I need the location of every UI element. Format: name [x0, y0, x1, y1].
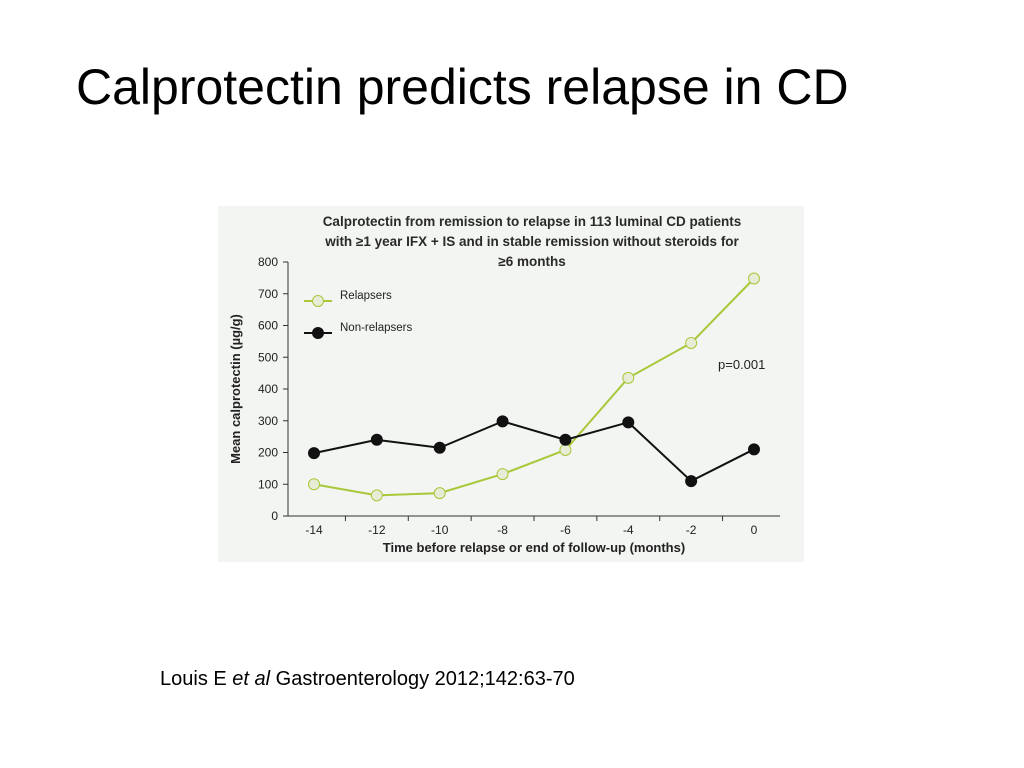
x-tick-label: -12 — [368, 523, 386, 537]
x-tick-label: -6 — [560, 523, 571, 537]
data-point-non-relapsers — [496, 415, 509, 428]
chart-title: Calprotectin from remission to relapse i… — [262, 212, 802, 272]
y-tick-label: 700 — [258, 287, 278, 301]
data-point-non-relapsers — [308, 447, 320, 460]
x-tick-label: -8 — [497, 523, 508, 537]
citation: Louis E et al Gastroenterology 2012;142:… — [160, 668, 575, 691]
slide-title: Calprotectin predicts relapse in CD — [76, 59, 849, 115]
p-value-annotation: p=0.001 — [718, 357, 765, 372]
data-point-non-relapsers — [433, 441, 446, 454]
chart-plot-svg: 0 100 200 300 400 500 600 700 800 -14 -12 -10 -8 -6 -4… — [228, 255, 780, 555]
series-line-relapsers — [313, 277, 755, 497]
chart-title-line-3: ≥6 months — [498, 254, 566, 269]
data-point-non-relapsers — [370, 433, 383, 446]
data-point-non-relapsers — [685, 475, 698, 488]
data-point-non-relapsers — [748, 443, 760, 456]
data-point-relapsers — [370, 489, 383, 502]
legend-label: Non-relapsers — [340, 322, 412, 334]
citation-etal: et al — [232, 668, 271, 690]
citation-author: Louis E — [160, 668, 227, 690]
data-point-non-relapsers — [622, 416, 635, 429]
data-point-relapsers — [433, 487, 446, 500]
data-point-relapsers — [748, 272, 760, 285]
data-point-relapsers — [622, 371, 635, 384]
y-tick-label: 200 — [258, 446, 278, 460]
data-point-non-relapsers — [559, 433, 572, 446]
chart-title-line-1: Calprotectin from remission to relapse i… — [322, 214, 742, 229]
legend-marker — [312, 327, 324, 339]
y-tick-label: 500 — [258, 350, 278, 364]
legend-label: Relapsers — [340, 290, 392, 302]
data-point-relapsers — [559, 443, 572, 456]
y-tick-label: 0 — [271, 509, 278, 523]
x-tick-label: -2 — [686, 523, 697, 537]
y-axis-label: Mean calprotectin (µg/g) — [228, 314, 243, 464]
data-point-relapsers — [308, 478, 320, 491]
y-tick-label: 300 — [258, 414, 278, 428]
x-tick-label: 0 — [751, 523, 758, 537]
legend-marker — [312, 295, 324, 307]
data-point-relapsers — [496, 468, 509, 481]
y-tick-label: 800 — [258, 255, 278, 269]
data-point-relapsers — [685, 336, 698, 349]
y-tick-label: 100 — [258, 477, 278, 491]
series-line-non-relapsers — [313, 420, 755, 483]
chart-title-line-2: with ≥1 year IFX + IS and in stable remi… — [325, 234, 739, 249]
citation-source: Gastroenterology 2012;142:63-70 — [275, 668, 575, 690]
x-tick-label: -14 — [305, 523, 323, 537]
y-tick-label: 600 — [258, 319, 278, 333]
x-tick-label: -4 — [623, 523, 634, 537]
y-tick-label: 400 — [258, 382, 278, 396]
x-tick-label: -10 — [431, 523, 449, 537]
calprotectin-chart: Calprotectin from remission to relapse i… — [218, 206, 804, 562]
x-axis-label: Time before relapse or end of follow-up … — [383, 540, 685, 555]
